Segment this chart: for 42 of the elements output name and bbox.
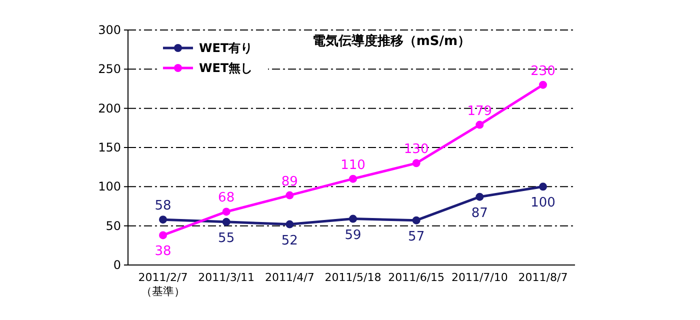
point (159, 231, 167, 240)
point (286, 191, 294, 200)
data-label: 68 (218, 190, 235, 206)
data-label: 59 (344, 228, 362, 243)
data-label: 38 (154, 244, 172, 260)
data-label: 100 (530, 196, 556, 211)
point (412, 216, 420, 224)
point (222, 208, 230, 216)
y-tick-label: 300 (98, 23, 121, 37)
x-tick-label: 2011/2/7 （基準） (138, 271, 188, 298)
point (476, 192, 484, 201)
point (349, 174, 357, 183)
data-label: 87 (471, 206, 488, 221)
point (286, 220, 294, 228)
point (412, 159, 420, 168)
point (222, 218, 230, 226)
y-tick-label: 250 (98, 62, 121, 76)
y-tick-label: 50 (106, 218, 121, 233)
x-tick-label: 2011/8/7 (518, 271, 568, 284)
legend-label: WET有り (199, 41, 253, 55)
data-label: 55 (218, 230, 235, 246)
data-label: 89 (281, 174, 298, 190)
data-label: 52 (281, 233, 298, 248)
point (539, 182, 547, 191)
y-tick-label: 200 (98, 101, 121, 116)
data-label: 110 (340, 158, 366, 173)
point (159, 216, 167, 224)
y-tick-label: 0 (113, 258, 121, 272)
chart-title: 電気伝導度推移（mS/m） (312, 33, 471, 49)
x-tick-label: 2011/5/18 (324, 271, 382, 284)
y-tick-label: 150 (98, 140, 121, 154)
point (539, 80, 547, 89)
x-tick-label: 2011/4/7 (264, 271, 314, 284)
x-tick-label: 2011/3/11 (198, 271, 255, 284)
point (349, 214, 357, 223)
data-label: 57 (408, 229, 425, 244)
data-label: 58 (154, 198, 172, 214)
x-tick-label: 2011/6/15 (388, 271, 445, 284)
point (476, 120, 484, 129)
x-tick-label: 2011/7/10 (451, 271, 508, 284)
legend-label: WET無し (199, 61, 253, 75)
y-tick-label: 100 (98, 180, 121, 194)
